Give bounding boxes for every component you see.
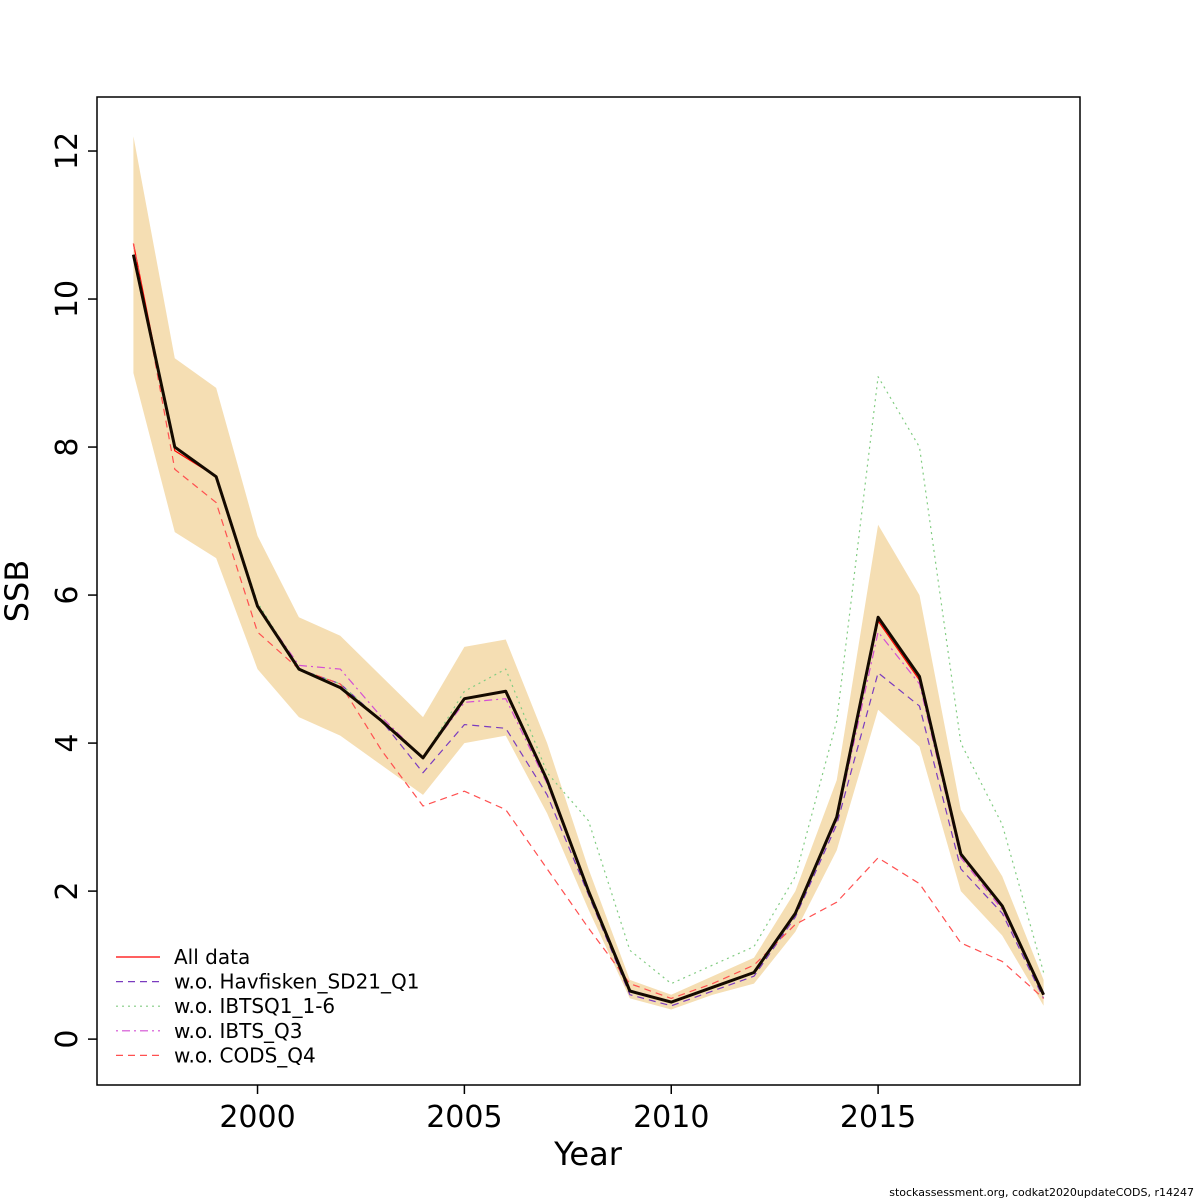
series-line-central-estimate [131,254,1045,1004]
legend-label-w-o-ibtsq1-1-6: w.o. IBTSQ1_1-6 [174,994,335,1018]
x-axis-title: Year [553,1135,623,1173]
ticks-layer: 2000 2005 2010 2015 0 2 4 6 8 10 12 [50,132,916,1135]
y-tick-label: 8 [50,438,85,457]
y-tick-label: 12 [50,132,85,170]
x-tick-label: 2010 [633,1100,709,1135]
y-axis-title: SSB [0,560,36,623]
y-tick-label: 4 [50,734,85,753]
y-tick-label: 0 [50,1030,85,1049]
plot-border [96,96,1081,1086]
confidence-band [133,136,1044,1010]
y-tick-label: 2 [50,882,85,901]
legend-label-w-o-cods-q4: w.o. CODS_Q4 [174,1043,316,1067]
y-tick-label: 6 [50,586,85,605]
series-layer [131,243,1045,1007]
band-layer [133,136,1044,1010]
footer-credit: stockassessment.org, codkat2020updateCOD… [889,1186,1194,1199]
x-tick-label: 2015 [840,1100,916,1135]
x-tick-label: 2005 [426,1100,502,1135]
legend-label-w-o-havfisken-sd21-q1: w.o. Havfisken_SD21_Q1 [174,970,420,994]
x-tick-label: 2000 [219,1100,295,1135]
series-line-w-o-ibts-q3 [132,254,1045,1003]
legend-label-all-data: All data [174,945,250,969]
y-tick-label: 10 [50,280,85,318]
legend-label-w-o-ibts-q3: w.o. IBTS_Q3 [174,1019,302,1043]
